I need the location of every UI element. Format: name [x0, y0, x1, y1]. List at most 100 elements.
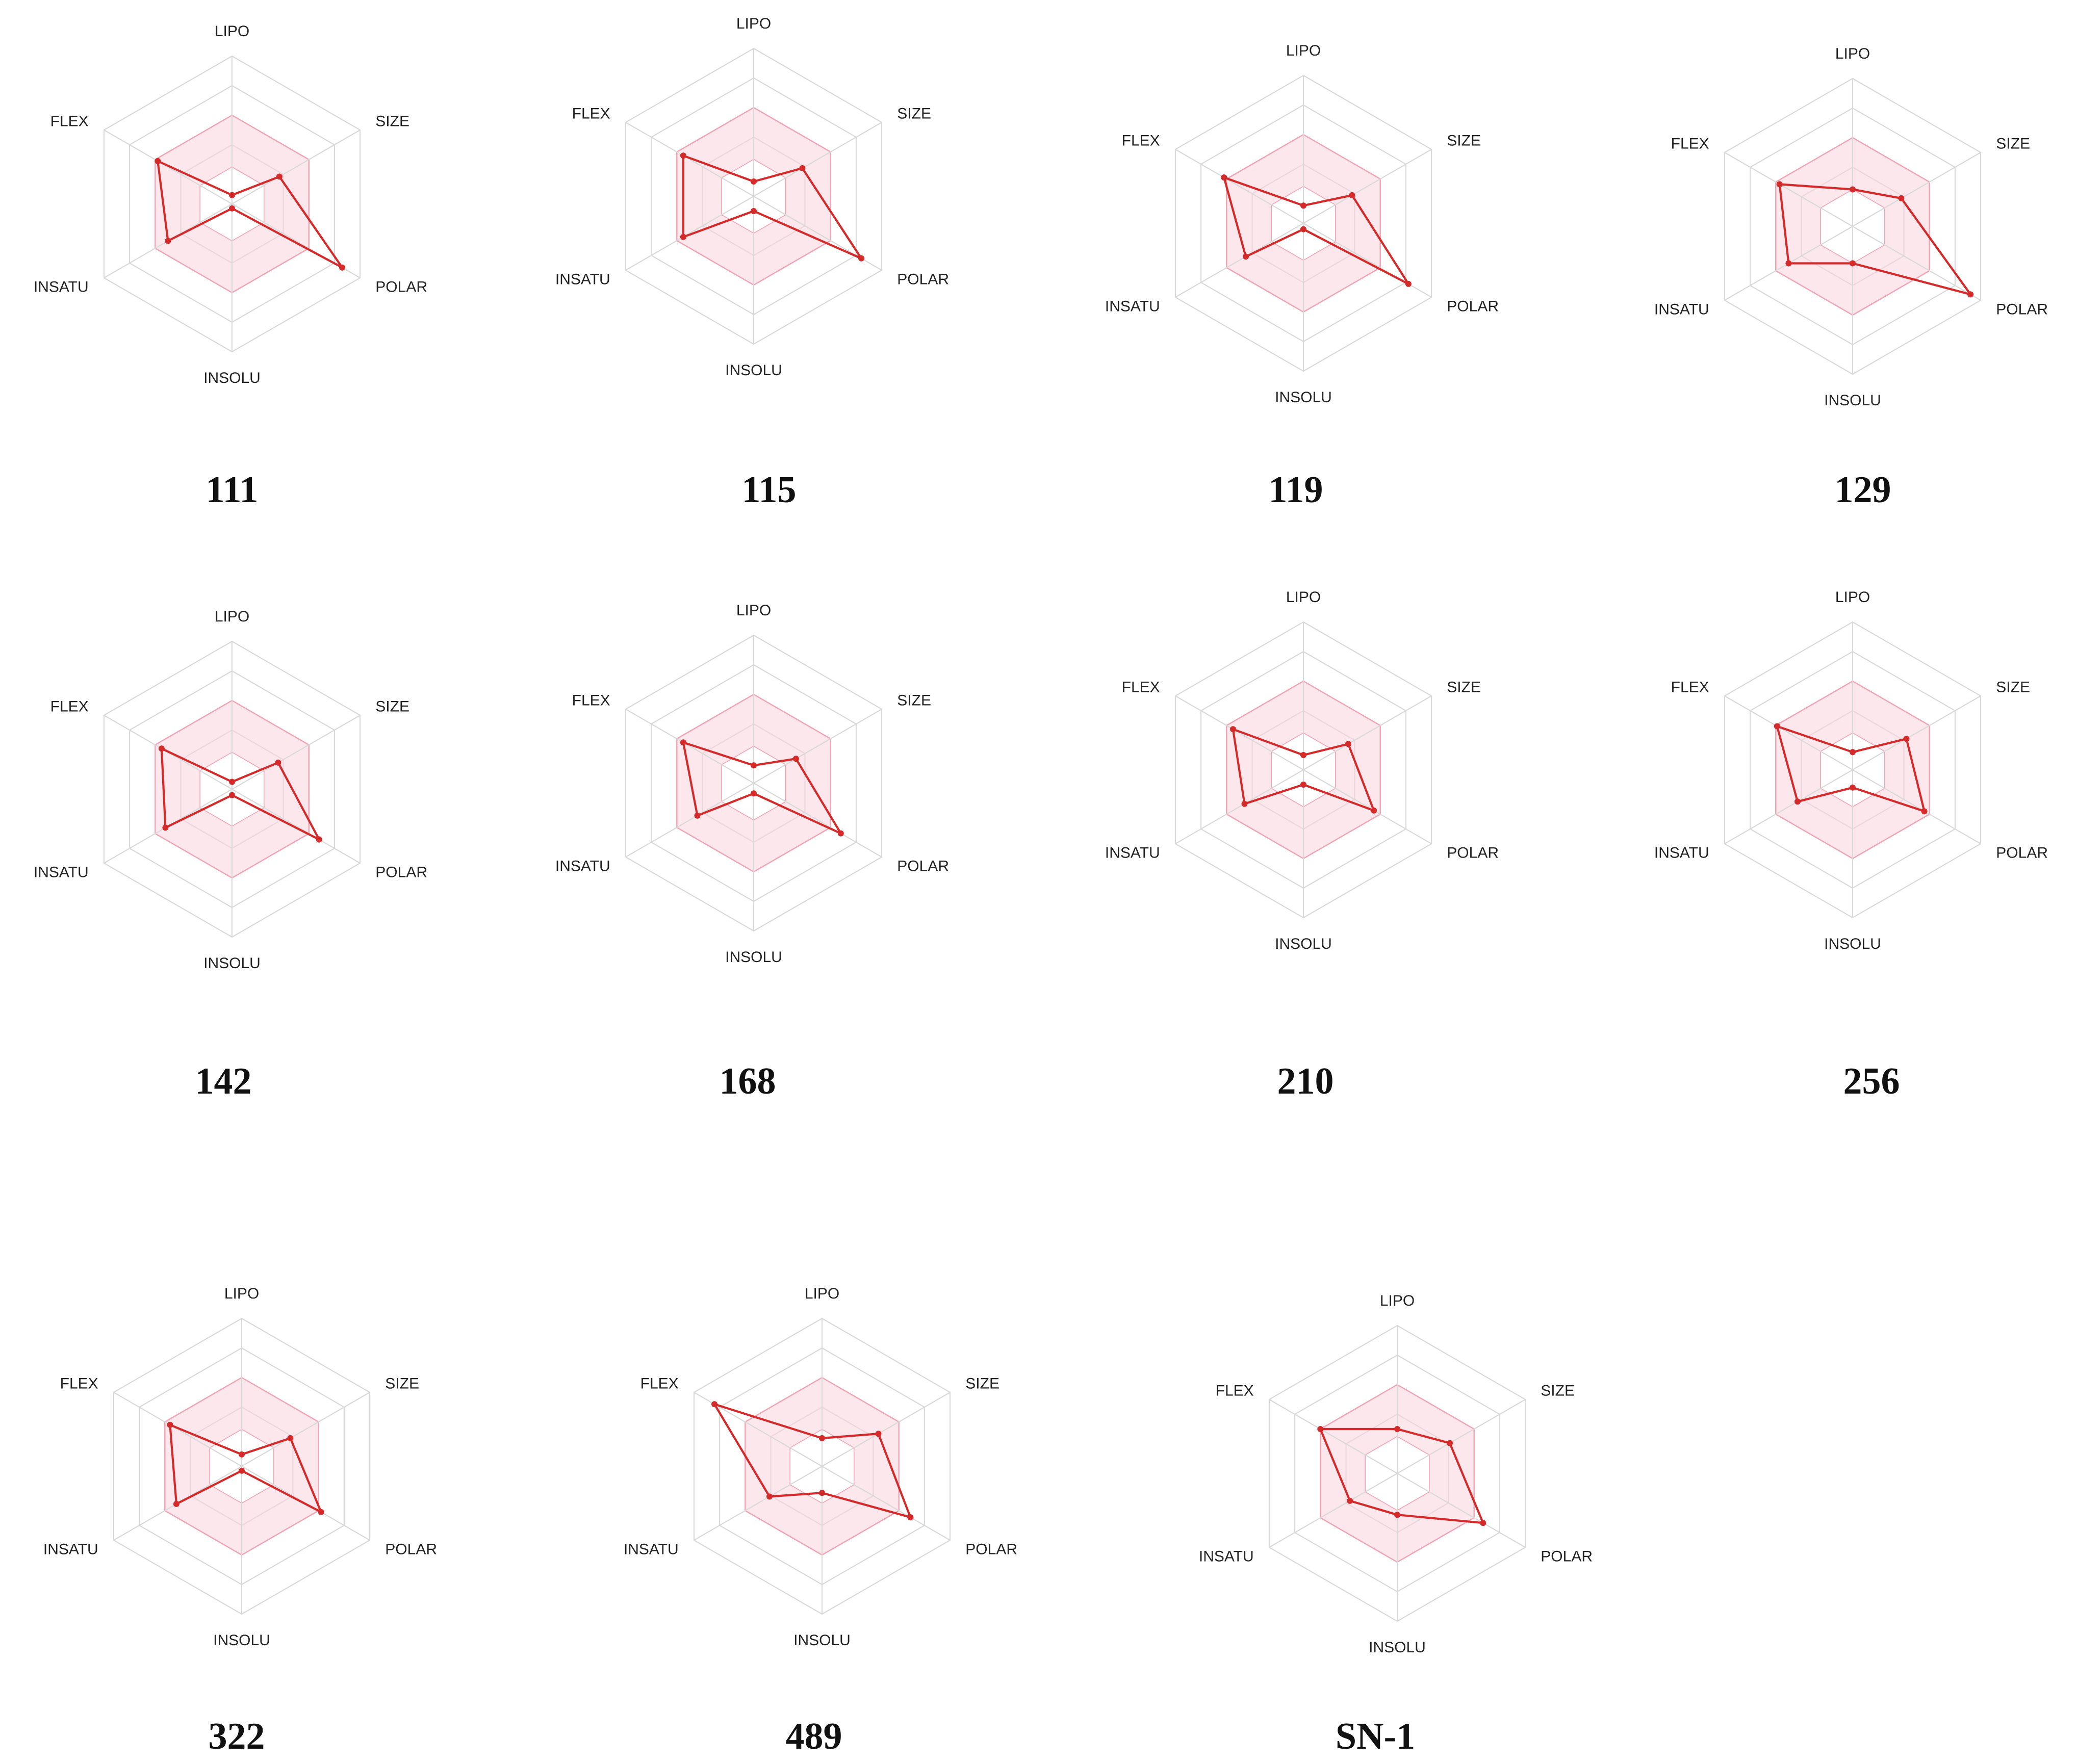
data-point — [1850, 186, 1856, 193]
data-point — [792, 756, 799, 762]
data-point — [680, 739, 686, 746]
axis-spoke — [694, 1466, 823, 1541]
axis-spoke — [822, 1466, 951, 1541]
axis-spoke — [1303, 769, 1432, 844]
radar-panel: LIPO SIZE POLAR INSOLU INSATU FLEX 142 — [34, 608, 427, 1102]
data-point — [287, 1435, 294, 1441]
axis-label: SIZE — [897, 106, 931, 122]
axis-label: POLAR — [1447, 298, 1499, 315]
data-point — [711, 1401, 717, 1408]
axis-label: LIPO — [1286, 589, 1321, 606]
axis-label: INSATU — [1199, 1548, 1254, 1565]
axis-label: POLAR — [375, 864, 427, 880]
axis-label: POLAR — [897, 271, 949, 288]
data-point — [1241, 800, 1248, 807]
axis-spoke — [1852, 226, 1981, 301]
data-point — [165, 238, 171, 244]
data-point — [1405, 280, 1412, 287]
axis-spoke — [1724, 152, 1853, 227]
data-point — [229, 205, 235, 212]
data-point — [858, 255, 864, 262]
data-point — [751, 790, 757, 797]
data-point — [275, 759, 281, 766]
data-point — [1480, 1520, 1486, 1526]
axis-label: INSOLU — [725, 949, 782, 966]
data-point — [1317, 1426, 1324, 1432]
axis-label: SIZE — [1447, 679, 1481, 696]
axis-label: INSOLU — [793, 1632, 851, 1649]
axis-label: LIPO — [736, 15, 771, 32]
data-point — [229, 192, 235, 198]
axis-spoke — [1175, 223, 1304, 298]
data-point — [239, 1467, 245, 1474]
data-point — [167, 1421, 173, 1428]
data-point — [1794, 798, 1801, 805]
radar-panel: LIPO SIZE POLAR INSOLU INSATU FLEX SN-1 — [1199, 1292, 1593, 1757]
axis-spoke — [113, 1392, 242, 1467]
axis-spoke — [1303, 149, 1432, 224]
radar-panel: LIPO SIZE POLAR INSOLU INSATU FLEX 256 — [1654, 589, 2048, 1102]
data-point — [1774, 723, 1780, 730]
axis-label: SIZE — [965, 1376, 999, 1392]
data-point — [229, 792, 235, 798]
radar-panel: LIPO SIZE POLAR INSOLU INSATU FLEX 119 — [1105, 42, 1499, 511]
axis-spoke — [625, 709, 754, 784]
axis-label: SIZE — [385, 1376, 419, 1392]
data-point — [162, 824, 169, 831]
data-point — [907, 1514, 914, 1521]
axis-spoke — [1269, 1473, 1398, 1548]
data-point — [1394, 1512, 1400, 1518]
axis-spoke — [625, 122, 754, 197]
axis-label: FLEX — [1216, 1383, 1254, 1399]
panel-title: 210 — [1277, 1060, 1334, 1102]
axis-label: INSATU — [624, 1541, 679, 1558]
data-point — [1300, 226, 1306, 232]
axis-label: LIPO — [1835, 589, 1870, 606]
axis-label: INSATU — [1105, 844, 1160, 861]
axis-spoke — [232, 129, 361, 204]
axis-label: INSATU — [1654, 301, 1709, 318]
axis-label: POLAR — [375, 278, 427, 295]
data-point — [751, 208, 757, 214]
data-point — [158, 745, 165, 752]
data-point — [1967, 291, 1974, 298]
axis-label: LIPO — [215, 23, 249, 40]
data-point — [1349, 192, 1355, 198]
axis-label: INSATU — [555, 858, 610, 874]
axis-spoke — [1175, 769, 1304, 844]
data-point — [1447, 1440, 1453, 1446]
data-point — [751, 762, 757, 769]
axis-label: POLAR — [897, 858, 949, 874]
data-point — [875, 1431, 882, 1437]
axis-spoke — [753, 783, 882, 858]
radar-panel: LIPO SIZE POLAR INSOLU INSATU FLEX 115 — [555, 15, 949, 511]
axis-label: FLEX — [1122, 679, 1160, 696]
data-point — [1300, 782, 1306, 788]
data-point — [1300, 752, 1306, 758]
radar-panel: LIPO SIZE POLAR INSOLU INSATU FLEX 210 — [1105, 589, 1499, 1102]
data-point — [1300, 202, 1306, 209]
axis-label: POLAR — [1996, 301, 2048, 318]
panel-title: 142 — [195, 1060, 252, 1102]
axis-label: FLEX — [1122, 133, 1160, 149]
axis-label: FLEX — [572, 106, 610, 122]
axis-label: INSATU — [34, 864, 89, 880]
axis-spoke — [1724, 769, 1853, 844]
panel-title: 322 — [209, 1716, 265, 1757]
data-point — [318, 1509, 324, 1515]
axis-label: SIZE — [375, 113, 409, 130]
axis-label: FLEX — [572, 692, 610, 709]
axis-spoke — [232, 715, 361, 790]
data-point — [1776, 181, 1783, 188]
data-point — [819, 1490, 825, 1496]
axis-label: INSOLU — [1824, 936, 1881, 952]
axis-label: FLEX — [60, 1376, 98, 1392]
axis-label: SIZE — [1996, 679, 2030, 696]
axis-label: INSATU — [43, 1541, 98, 1558]
axis-label: INSOLU — [203, 370, 261, 386]
panel-title: 111 — [206, 469, 259, 511]
data-point — [837, 830, 844, 837]
axis-label: INSOLU — [203, 955, 261, 972]
axis-spoke — [822, 1392, 951, 1467]
